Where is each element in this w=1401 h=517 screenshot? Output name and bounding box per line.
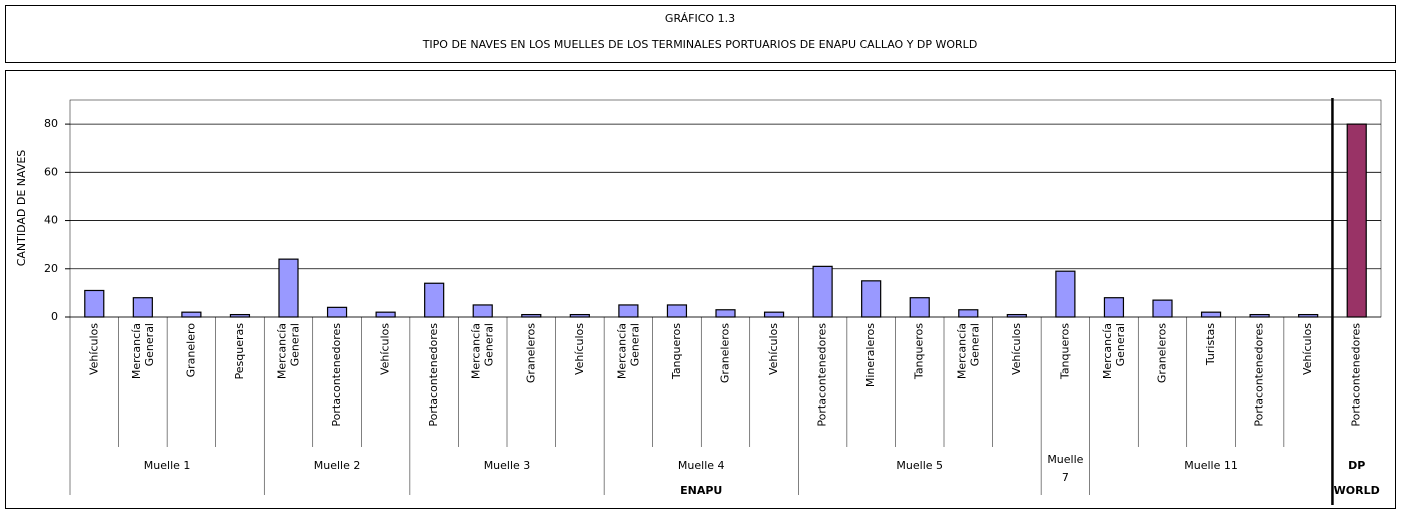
x-tick-label: Graneleros (719, 323, 732, 383)
group-label: Muelle 1 (144, 459, 191, 472)
x-tick-label: MercancíaGeneral (276, 323, 302, 379)
bar (521, 313, 542, 318)
chart-title: GRÁFICO 1.3 (665, 12, 735, 25)
group-label: Muelle 11 (1184, 459, 1238, 472)
y-tick-label: 60 (44, 165, 58, 178)
bar (278, 258, 299, 318)
bar (326, 306, 348, 318)
bar (132, 297, 153, 318)
bar (1152, 299, 1173, 318)
chart-frame (5, 70, 1396, 509)
y-tick-label: 20 (44, 262, 58, 275)
x-tick-label: Mineraleros (864, 323, 877, 387)
bar (1055, 270, 1076, 318)
bar (1103, 297, 1125, 318)
bar (569, 313, 590, 318)
bar (181, 311, 202, 318)
x-tick-label: Portacontenedores (330, 323, 343, 427)
group-label: DP (1348, 459, 1365, 472)
x-tick-label: Tanqueros (670, 323, 683, 380)
x-tick-label: Tanqueros (1058, 323, 1071, 380)
x-tick-label: Tanqueros (913, 323, 926, 380)
x-tick-label: Portacontenedores (1253, 323, 1266, 427)
x-tick-label: Vehículos (379, 323, 392, 375)
x-tick-label: MercancíaGeneral (1101, 323, 1127, 379)
chart-subtitle: TIPO DE NAVES EN LOS MUELLES DE LOS TERM… (422, 38, 978, 51)
x-tick-label: Portacontenedores (427, 323, 440, 427)
x-tick-label: Vehículos (573, 323, 586, 375)
bar (666, 304, 688, 318)
y-tick-label: 0 (51, 310, 58, 323)
bar (909, 297, 930, 318)
bar (812, 265, 833, 318)
x-tick-label: Vehículos (87, 323, 100, 375)
bar (229, 313, 251, 318)
x-tick-label: Pesqueras (233, 323, 246, 380)
group-label: Muelle 5 (896, 459, 943, 472)
group-label: Muelle 7 (1047, 453, 1083, 484)
x-tick-label: Granelero (184, 323, 197, 378)
x-tick-label: Graneleros (1156, 323, 1169, 383)
bar (84, 289, 105, 318)
bar (472, 304, 493, 318)
y-axis-label: CANTIDAD DE NAVES (15, 150, 28, 267)
x-tick-label: Portacontenedores (1350, 323, 1363, 427)
bar (1249, 313, 1270, 318)
bar (424, 282, 445, 318)
bar (958, 309, 979, 318)
x-tick-label: MercancíaGeneral (955, 323, 981, 379)
x-tick-label: Graneleros (524, 323, 537, 383)
supergroup-label: WORLD (1334, 484, 1380, 497)
group-label: Muelle 3 (484, 459, 531, 472)
bar (715, 309, 736, 318)
bar (861, 280, 882, 318)
bar (1298, 313, 1319, 318)
title-box (5, 5, 1396, 63)
y-tick-label: 80 (44, 117, 58, 130)
bar (618, 304, 639, 318)
bar (1200, 311, 1222, 318)
x-tick-label: MercancíaGeneral (615, 323, 641, 379)
x-tick-label: MercancíaGeneral (130, 323, 156, 379)
x-tick-label: Vehículos (1010, 323, 1023, 375)
x-tick-label: Vehículos (767, 323, 780, 375)
bar (763, 311, 785, 318)
x-tick-label: MercancíaGeneral (470, 323, 496, 379)
group-label: Muelle 2 (314, 459, 361, 472)
bar (375, 311, 396, 318)
x-tick-label: Vehículos (1301, 323, 1314, 375)
x-tick-label: Turistas (1204, 323, 1217, 366)
y-tick-label: 40 (44, 214, 58, 227)
supergroup-label: ENAPU (680, 484, 722, 497)
bar (1006, 313, 1027, 318)
group-label: Muelle 4 (678, 459, 725, 472)
x-tick-label: Portacontenedores (816, 323, 829, 427)
bar (1346, 123, 1367, 318)
